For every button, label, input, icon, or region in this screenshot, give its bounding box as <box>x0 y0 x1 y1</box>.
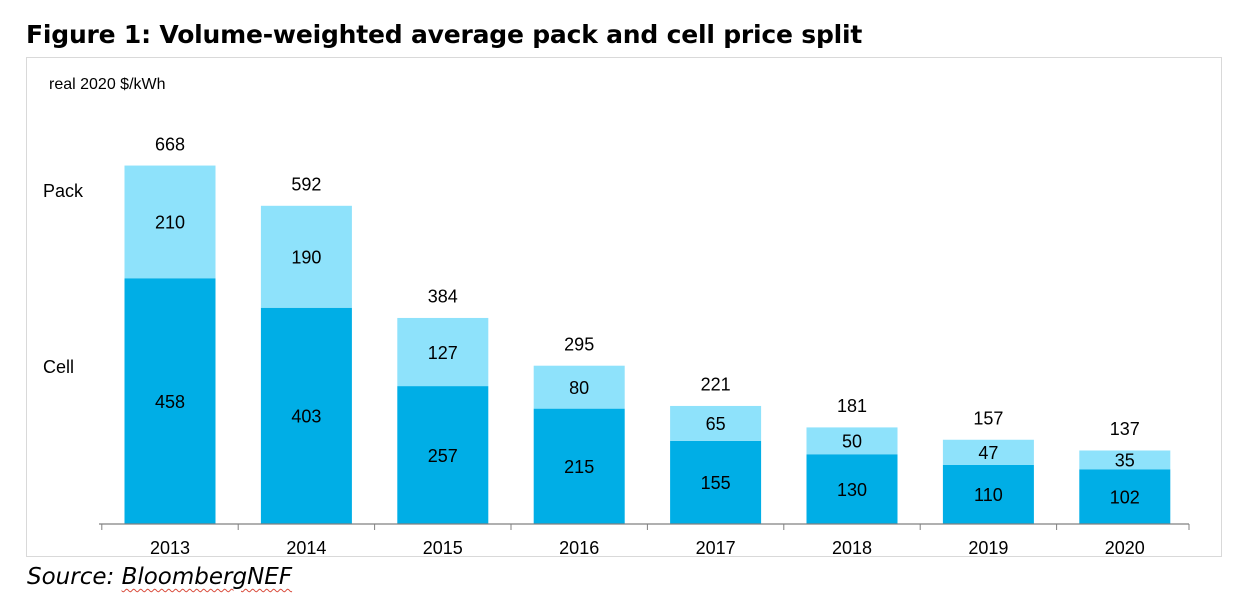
y-axis-label: real 2020 $/kWh <box>49 76 166 93</box>
chart-frame: real 2020 $/kWh 458 210 668 2013 403 190 592 201… <box>26 57 1222 558</box>
label-total-2016: 295 <box>564 334 594 354</box>
bar-pack-2013 <box>124 165 216 279</box>
bar-pack-2018 <box>806 427 898 455</box>
label-cell-2015: 257 <box>428 446 458 466</box>
label-cell-2019: 110 <box>974 485 1003 505</box>
bar-pack-2020 <box>1079 450 1171 470</box>
bar-cell-2017 <box>670 440 762 524</box>
x-tick-2017: 2017 <box>696 538 736 558</box>
bar-pack-2016 <box>533 365 625 409</box>
label-cell-2018: 130 <box>837 480 867 500</box>
label-pack-2015: 127 <box>428 343 458 363</box>
label-total-2013: 668 <box>155 134 185 154</box>
label-pack-2016: 80 <box>569 378 589 398</box>
bar-cell-2018 <box>806 454 898 524</box>
x-tick-2013: 2013 <box>150 538 190 558</box>
x-tick-2019: 2019 <box>968 538 1008 558</box>
label-cell-2016: 215 <box>564 457 594 477</box>
bar-pack-2017 <box>670 405 762 441</box>
legend-cell: Cell <box>43 357 74 377</box>
label-pack-2014: 190 <box>291 248 321 268</box>
bar-cell-2020 <box>1079 469 1171 524</box>
legend-pack: Pack <box>43 181 84 201</box>
label-cell-2020: 102 <box>1110 487 1140 507</box>
source-prefix: Source: <box>27 564 122 590</box>
stacked-bar-chart: real 2020 $/kWh 458 210 668 2013 403 190 592 201… <box>43 76 1190 558</box>
x-tick-2016: 2016 <box>559 538 599 558</box>
figure-title: Figure 1: Volume-weighted average pack a… <box>26 20 863 49</box>
bar-pack-2019 <box>942 439 1034 465</box>
source-note: Source: BloombergNEF <box>27 564 292 590</box>
label-cell-2013: 458 <box>155 392 185 412</box>
bar-cell-2016 <box>533 408 625 524</box>
x-tick-2014: 2014 <box>286 538 326 558</box>
bar-cell-2019 <box>942 464 1034 524</box>
bar-cell-2015 <box>397 386 489 524</box>
label-total-2020: 137 <box>1110 419 1140 439</box>
x-tick-2020: 2020 <box>1105 538 1145 558</box>
x-tick-2018: 2018 <box>832 538 872 558</box>
label-total-2017: 221 <box>701 375 731 395</box>
label-total-2015: 384 <box>428 287 458 307</box>
x-tick-2015: 2015 <box>423 538 463 558</box>
label-cell-2014: 403 <box>291 407 321 427</box>
label-pack-2020: 35 <box>1115 451 1135 471</box>
bar-cell-2013 <box>124 278 216 524</box>
bar-pack-2015 <box>397 317 489 387</box>
bar-cell-2014 <box>260 307 352 524</box>
label-cell-2017: 155 <box>701 473 731 493</box>
label-total-2019: 157 <box>973 409 1003 429</box>
label-total-2018: 181 <box>837 396 867 416</box>
label-pack-2018: 50 <box>842 432 862 452</box>
source-brand: BloombergNEF <box>121 564 293 590</box>
label-pack-2017: 65 <box>706 414 726 434</box>
label-pack-2019: 47 <box>978 443 998 463</box>
bar-pack-2014 <box>260 205 352 308</box>
label-pack-2013: 210 <box>155 213 185 233</box>
label-total-2014: 592 <box>291 175 321 195</box>
